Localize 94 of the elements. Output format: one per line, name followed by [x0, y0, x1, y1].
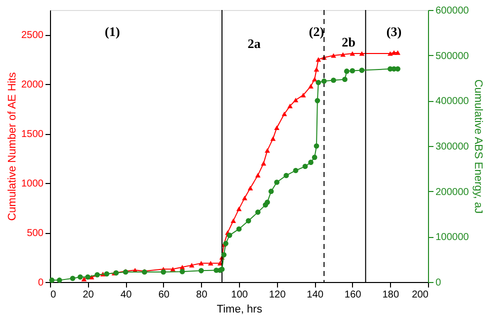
point: [314, 143, 320, 149]
point: [242, 196, 248, 200]
point: [208, 260, 214, 266]
point: [248, 186, 253, 190]
point: [395, 66, 400, 72]
point: [198, 268, 204, 274]
point: [293, 168, 298, 174]
point: [316, 80, 322, 86]
point: [395, 50, 400, 55]
point: [312, 154, 318, 160]
x-tick-label: 180: [382, 290, 400, 300]
point: [189, 262, 194, 268]
point: [246, 218, 252, 224]
y-tick-label: 2000: [21, 80, 44, 91]
point: [85, 274, 90, 280]
y2-axis-title: Cumulative ABS Energy, aJ: [472, 79, 484, 214]
point: [264, 200, 270, 205]
y2-tick-label: 400000: [436, 96, 470, 108]
point: [293, 98, 298, 102]
y2-tick-label: 0: [436, 278, 442, 288]
point: [94, 272, 100, 278]
point: [180, 268, 185, 274]
point: [78, 274, 83, 280]
y2-tick-label: 100000: [436, 232, 470, 244]
point: [255, 172, 261, 178]
point: [340, 52, 346, 57]
point: [170, 266, 176, 272]
x-tick-label: 80: [196, 290, 208, 300]
point: [236, 206, 242, 212]
y2-tick-label: 500000: [436, 50, 470, 62]
y2-tick-label: 600000: [436, 6, 470, 16]
x-tick-label: 100: [231, 290, 248, 300]
y-tick-label: 1000: [21, 178, 44, 190]
point: [359, 68, 364, 73]
annotation: 2a: [248, 36, 262, 51]
x-tick-label: 140: [306, 290, 324, 300]
y-tick-label: 500: [26, 228, 44, 240]
point: [49, 278, 55, 283]
point: [342, 76, 348, 82]
x-tick-label: 0: [50, 290, 56, 300]
point: [180, 264, 185, 270]
point: [330, 78, 336, 83]
point: [198, 260, 204, 266]
y-axis-title: Cumulative Number of AE Hits: [6, 72, 18, 221]
point: [270, 136, 276, 141]
x-tick-label: 120: [268, 290, 286, 300]
point: [308, 84, 314, 88]
annotation: (1): [104, 24, 120, 39]
annotation: 2b: [342, 34, 356, 50]
point: [230, 218, 236, 223]
annotation: (2): [308, 24, 324, 39]
point: [330, 53, 336, 58]
point: [359, 51, 364, 56]
x-tick-label: 60: [158, 290, 170, 300]
point: [314, 98, 320, 104]
point: [284, 172, 289, 178]
point: [236, 226, 242, 232]
point: [314, 67, 320, 72]
x-axis-title: Time, hrs: [216, 304, 263, 316]
point: [287, 104, 293, 108]
point: [160, 269, 166, 275]
point: [350, 51, 356, 56]
point: [56, 278, 62, 283]
point: [274, 125, 280, 130]
point: [104, 271, 110, 276]
point: [344, 68, 350, 74]
x-tick-label: 20: [82, 290, 94, 300]
point: [302, 164, 308, 170]
point: [274, 180, 280, 185]
point: [388, 51, 393, 56]
point: [226, 232, 232, 238]
point: [312, 76, 318, 82]
y-tick-label: 1500: [21, 129, 44, 140]
x-tick-label: 200: [412, 290, 429, 300]
y-tick-label: 0: [38, 278, 44, 288]
point: [321, 78, 327, 84]
point: [391, 50, 397, 55]
annotation: (3): [386, 24, 402, 39]
point: [350, 68, 356, 74]
point: [264, 148, 270, 153]
point: [268, 188, 274, 194]
y2-tick-label: 200000: [436, 186, 470, 198]
point: [70, 276, 76, 282]
point: [300, 92, 306, 98]
point: [221, 252, 227, 258]
point: [308, 160, 314, 165]
point: [282, 112, 288, 116]
point: [316, 57, 322, 62]
point: [255, 210, 261, 215]
x-tick-label: 40: [120, 290, 132, 300]
point: [260, 161, 266, 166]
x-tick-label: 160: [344, 290, 362, 300]
y-tick-label: 2500: [21, 30, 44, 42]
y2-tick-label: 300000: [436, 142, 470, 152]
